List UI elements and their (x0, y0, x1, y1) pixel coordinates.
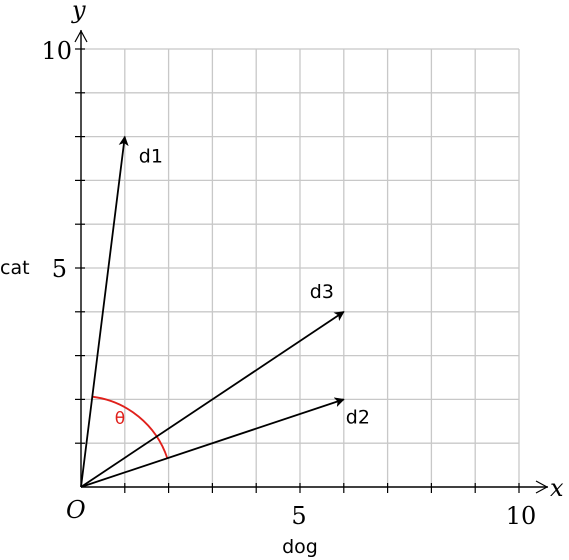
y-axis-arrow-icon (74, 29, 88, 43)
x-axis-symbol: x (550, 474, 564, 502)
x-tick-label-10: 10 (506, 502, 537, 530)
vector-label-d1: d1 (139, 146, 163, 168)
vector-label-d3: d3 (310, 281, 334, 303)
vector-label-d2: d2 (346, 406, 370, 428)
vector-d2 (80, 397, 345, 488)
angle-arc (92, 395, 169, 459)
grid (81, 48, 520, 487)
vector-d3 (80, 311, 345, 488)
vector-d1 (80, 135, 129, 488)
vectors: d1 d2 d3 (80, 135, 370, 488)
axis-ticks (75, 48, 520, 493)
y-axis-label: cat (0, 257, 30, 279)
x-tick-label-5: 5 (291, 502, 306, 530)
angle-label: θ (115, 409, 125, 429)
x-axis-arrow-icon (535, 480, 549, 494)
y-tick-label-10: 10 (41, 37, 72, 65)
y-axis-symbol: y (71, 0, 86, 24)
y-tick-label-5: 5 (52, 255, 67, 283)
origin-label: O (66, 496, 86, 524)
x-axis-label: dog (282, 536, 318, 558)
